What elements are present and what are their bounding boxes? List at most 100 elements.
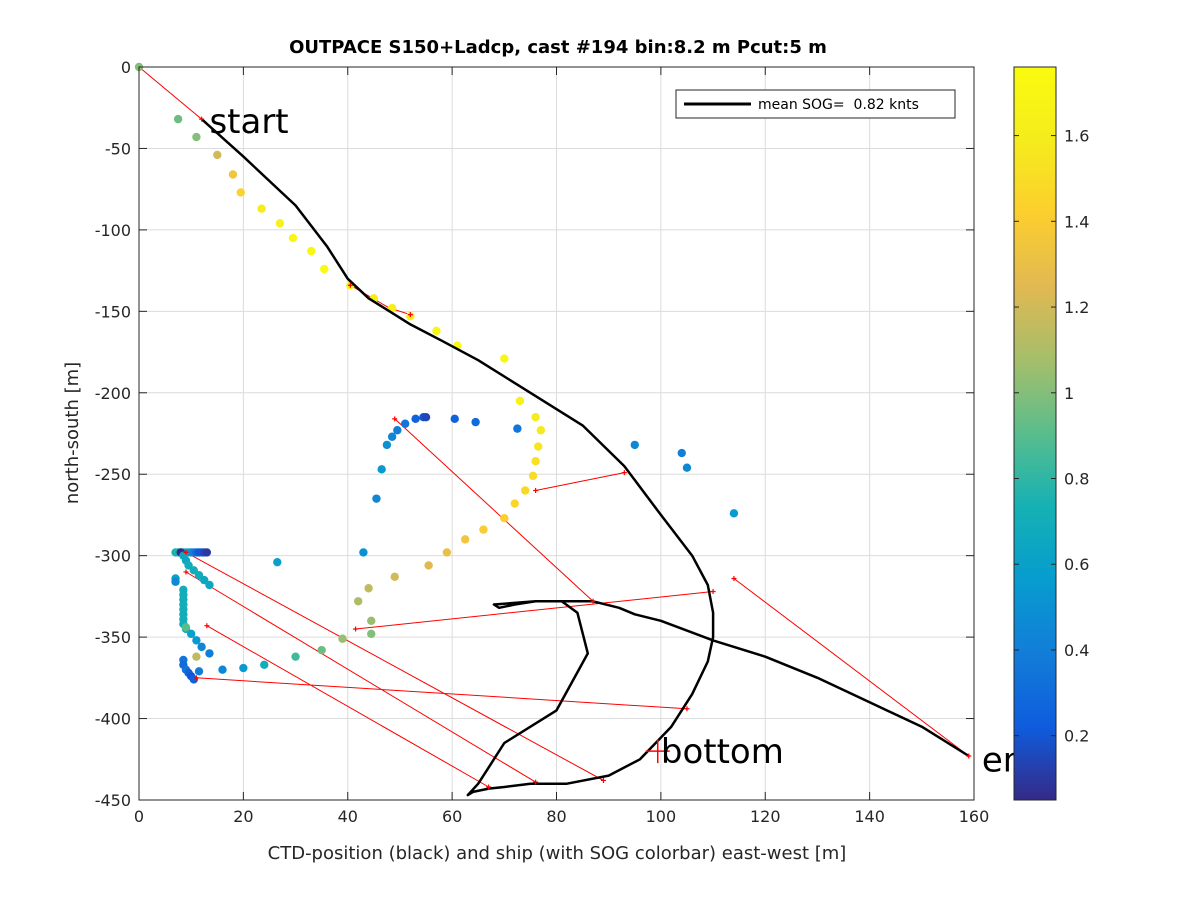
- ship-position-point: [528, 471, 538, 481]
- ship-position-point: [432, 326, 441, 336]
- colorbar-tick-label: 1.2: [1064, 298, 1089, 317]
- red-marker-point: [199, 116, 205, 122]
- ship-position-point: [510, 499, 519, 508]
- red-marker-point: [590, 598, 596, 604]
- ship-position-point: [257, 204, 266, 213]
- ship-position-point: [173, 114, 183, 124]
- red-marker-point: [600, 777, 606, 783]
- y-axis-label: north-south [m]: [62, 362, 83, 504]
- ship-position-point: [513, 424, 522, 433]
- ship-position-point: [353, 597, 363, 606]
- ship-position-point: [218, 665, 227, 674]
- ship-position-point: [515, 396, 525, 406]
- y-tick-label: -150: [95, 302, 131, 321]
- ship-position-point: [181, 623, 191, 632]
- x-tick-label: 160: [959, 807, 990, 826]
- ship-position-point: [192, 652, 201, 661]
- ship-position-point: [275, 219, 285, 228]
- ship-position-point: [382, 440, 392, 450]
- ship-position-point: [367, 616, 376, 626]
- ship-position-point: [291, 652, 300, 661]
- x-tick-label: 120: [750, 807, 781, 826]
- ship-position-point: [377, 465, 386, 474]
- ctd-track-line: [200, 118, 970, 797]
- y-tick-label: -50: [105, 139, 131, 158]
- ship-position-point: [630, 440, 639, 450]
- ship-position-point: [387, 432, 397, 441]
- ship-position-point: [450, 414, 459, 424]
- ship-position-point: [531, 413, 540, 422]
- ship-position-point: [317, 645, 326, 655]
- ship-position-point: [400, 419, 410, 428]
- ship-position-point: [192, 636, 201, 645]
- legend: mean SOG= 0.82 knts: [675, 89, 956, 119]
- ship-position-point: [393, 426, 402, 435]
- bottom-marker: [645, 739, 670, 764]
- ship-position-point: [372, 494, 381, 503]
- ship-position-point: [205, 649, 214, 658]
- y-tick-label: 0: [121, 58, 131, 77]
- colorbar: 0.2 0.4 0.6 0.8 1 1.2 1.4 1.6: [1013, 66, 1089, 801]
- ship-position-point: [228, 170, 238, 179]
- ship-position-point: [202, 548, 212, 557]
- ship-position-point: [682, 463, 692, 472]
- ship-position-point: [677, 448, 686, 458]
- ship-position-point: [205, 580, 214, 590]
- red-marker-point: [731, 575, 737, 581]
- annotation-bottom: bottom: [661, 732, 784, 772]
- ship-position-point: [194, 667, 204, 676]
- colorbar-tick-label: 1.6: [1064, 127, 1089, 146]
- colorbar-tick-label: 1: [1064, 384, 1074, 403]
- x-axis-label: CTD-position (black) and ship (with SOG …: [268, 843, 847, 864]
- ship-position-point: [411, 414, 420, 424]
- ship-position-point: [171, 577, 180, 586]
- colorbar-frame: [1013, 66, 1057, 801]
- x-tick-label: 60: [442, 807, 462, 826]
- red-marker-point: [204, 623, 210, 629]
- x-tick-label: 80: [546, 807, 566, 826]
- red-marker-point: [347, 282, 353, 288]
- ship-position-point: [320, 264, 329, 274]
- ship-position-point: [197, 642, 206, 652]
- red-marker-point: [533, 488, 539, 494]
- x-tick-label: 20: [233, 807, 253, 826]
- ship-position-point: [367, 629, 376, 639]
- chart-title: OUTPACE S150+Ladcp, cast #194 bin:8.2 m …: [289, 37, 827, 58]
- ship-position-point: [192, 132, 201, 142]
- red-marker-point: [533, 779, 539, 785]
- legend-entry-mean-sog: mean SOG= 0.82 knts: [758, 97, 919, 113]
- ship-position-point: [442, 548, 452, 557]
- y-tick-label: -350: [95, 628, 131, 647]
- colorbar-tick-label: 1.4: [1064, 212, 1089, 231]
- x-tick-label: 140: [854, 807, 885, 826]
- ship-position-point: [471, 417, 480, 427]
- ship-position-point: [390, 572, 399, 582]
- red-marker-point: [183, 569, 189, 575]
- ship-position-point: [288, 233, 298, 243]
- red-marker-point: [710, 589, 716, 595]
- data-layer: [134, 62, 972, 797]
- ship-position-point: [424, 561, 433, 570]
- ship-position-point: [460, 535, 470, 544]
- colorbar-tick-label: 0.2: [1064, 727, 1089, 746]
- ship-position-point: [186, 629, 196, 639]
- ship-position-point: [500, 514, 509, 523]
- red-marker-point: [486, 784, 492, 790]
- red-marker-point: [407, 312, 413, 318]
- x-tick-label: 100: [646, 807, 677, 826]
- red-marker-point: [966, 753, 972, 759]
- ship-position-point: [479, 525, 488, 534]
- y-tick-label: -250: [95, 465, 131, 484]
- y-tick-label: -200: [95, 384, 131, 403]
- ship-position-point: [536, 426, 546, 435]
- x-tick-label: 40: [338, 807, 358, 826]
- ship-position-point: [273, 557, 282, 567]
- colorbar-tick-label: 0.6: [1064, 555, 1089, 574]
- ship-position-point: [364, 584, 373, 593]
- ship-position-point: [729, 509, 739, 518]
- red-marker-point: [183, 549, 189, 555]
- red-marker-point: [353, 626, 359, 632]
- red-marker-point: [621, 470, 627, 476]
